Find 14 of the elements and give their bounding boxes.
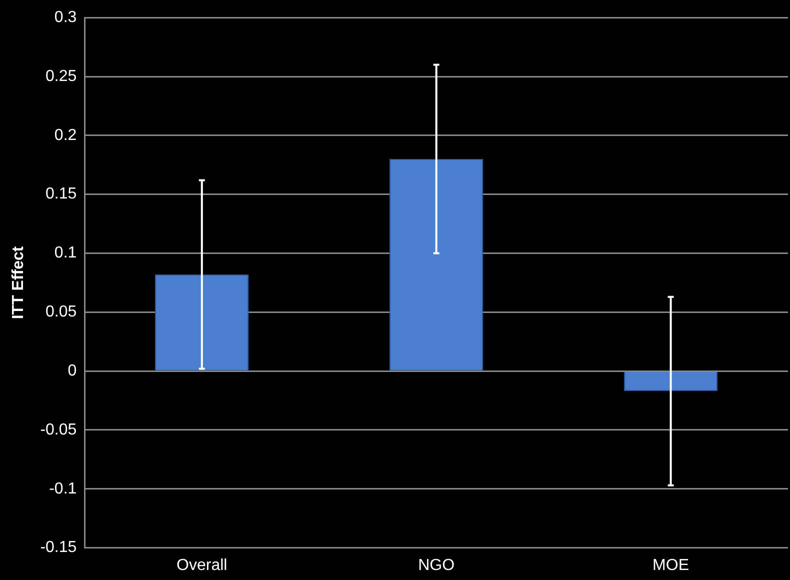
y-tick-label: -0.05 — [40, 421, 77, 438]
x-tick-label: NGO — [418, 556, 455, 574]
x-tick-label: MOE — [652, 556, 690, 574]
y-tick-label: -0.1 — [49, 480, 77, 498]
y-tick-label: 0.1 — [54, 244, 77, 262]
y-tick-label: 0 — [68, 362, 77, 380]
y-tick-label: 0.25 — [46, 68, 77, 85]
y-tick-label: 0.05 — [46, 304, 77, 321]
y-tick-label: -0.15 — [40, 539, 77, 556]
y-tick-label: 0.2 — [54, 126, 77, 144]
y-axis-title: ITT Effect — [10, 246, 28, 320]
x-tick-label: Overall — [176, 556, 228, 574]
y-tick-label: 0.15 — [46, 186, 77, 203]
y-tick-label: 0.3 — [54, 9, 77, 26]
